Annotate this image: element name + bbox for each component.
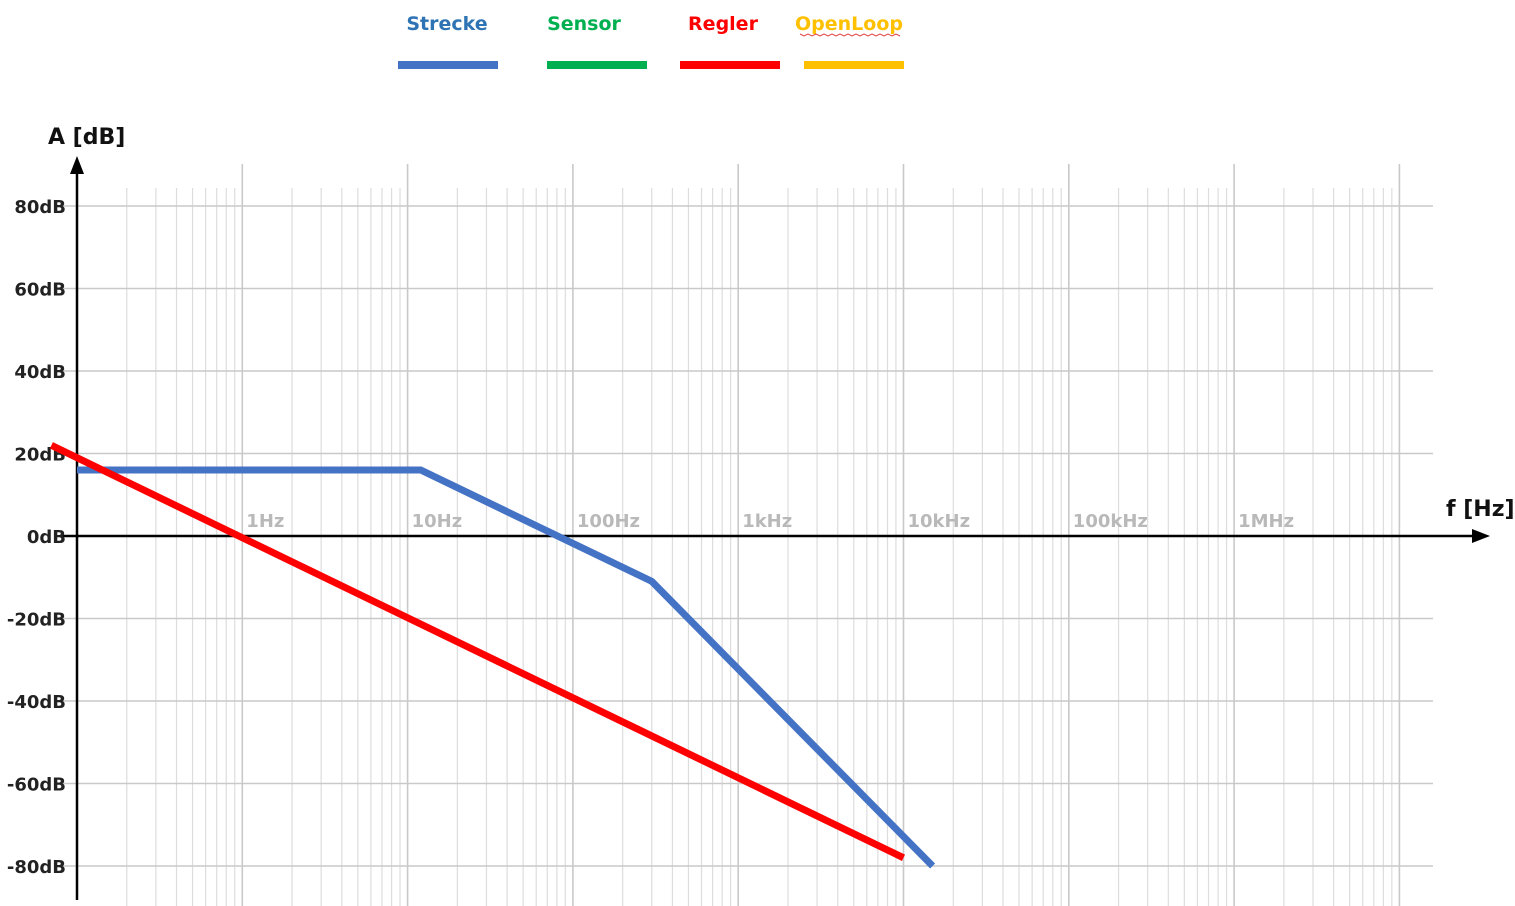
spellcheck-underline [799, 33, 901, 37]
axes [60, 156, 1490, 900]
y-tick-label: -40dB [7, 692, 66, 713]
x-tick-label: 10kHz [908, 511, 971, 532]
y-tick-label: -20dB [7, 610, 66, 631]
legend-label-sensor: Sensor [547, 13, 621, 35]
x-tick-label: 100kHz [1073, 511, 1148, 532]
y-tick-label: 0dB [27, 527, 66, 548]
y-tick-label: 60dB [14, 280, 66, 301]
y-axis-arrow [70, 156, 84, 174]
y-tick-label: 40dB [14, 362, 66, 383]
y-tick-label: -80dB [7, 857, 66, 878]
legend: Strecke Sensor Regler OpenLoop [398, 13, 904, 69]
x-tick-label: 10Hz [412, 511, 463, 532]
x-axis-arrow [1472, 529, 1490, 543]
series-line-strecke [77, 466, 936, 869]
x-tick-label: 1Hz [246, 511, 284, 532]
x-axis-title: f [Hz] [1446, 497, 1515, 522]
y-axis-title: A [dB] [48, 125, 125, 150]
y-tick-label: 80dB [14, 197, 66, 218]
legend-label-openloop: OpenLoop [795, 13, 903, 35]
legend-label-strecke: Strecke [406, 13, 487, 35]
y-tick-label: -60dB [7, 775, 66, 796]
x-tick-label: 1MHz [1238, 511, 1294, 532]
x-tick-label: 1kHz [742, 511, 792, 532]
x-tick-label: 100Hz [577, 511, 640, 532]
series-line-regler [49, 442, 906, 861]
legend-label-regler: Regler [688, 13, 759, 35]
series-lines [49, 442, 936, 869]
tick-labels: 80dB60dB40dB20dB0dB-20dB-40dB-60dB-80dB1… [7, 197, 1294, 878]
